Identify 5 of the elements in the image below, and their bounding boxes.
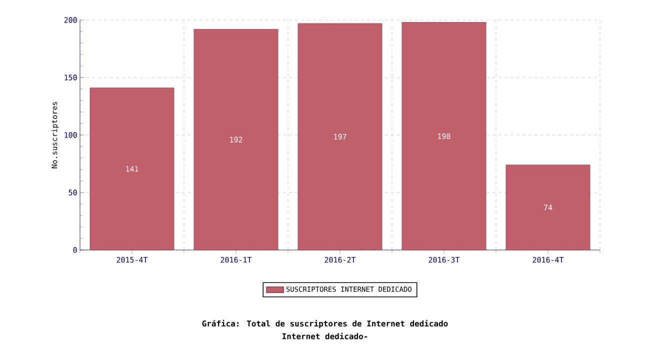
bar (90, 88, 174, 250)
bar (298, 23, 382, 250)
bar (506, 164, 590, 250)
bar (194, 28, 278, 250)
bar (402, 22, 486, 250)
